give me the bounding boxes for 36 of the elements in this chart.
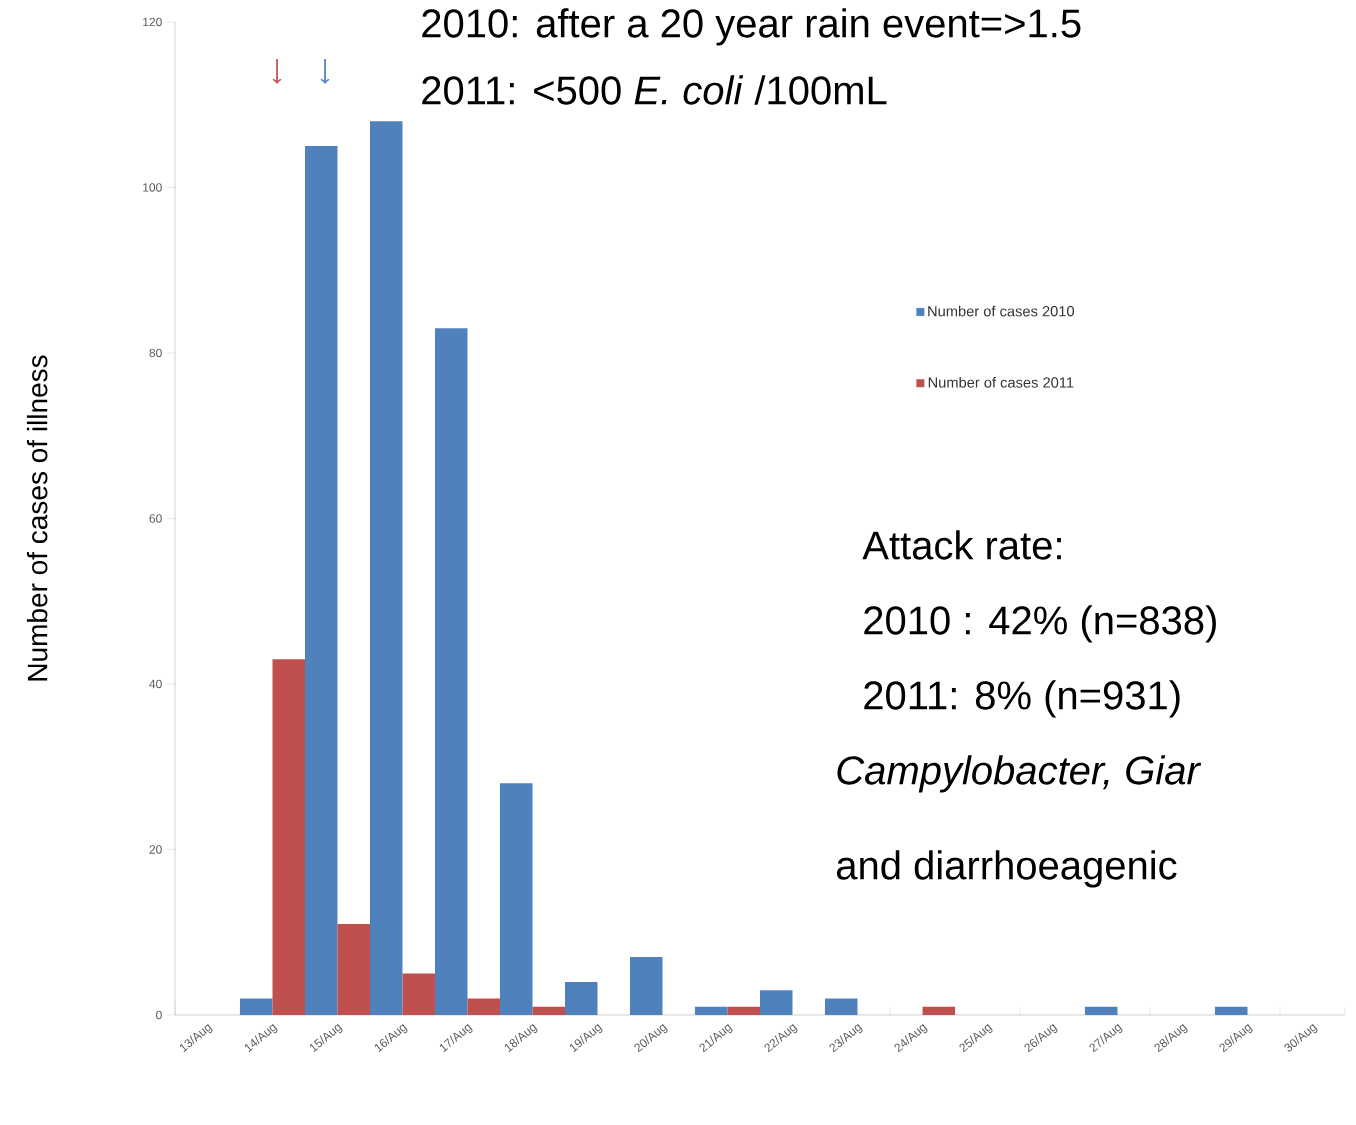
- y-tick-label: 40: [149, 679, 162, 689]
- bar: [240, 998, 273, 1015]
- annotation: 2010 : 42% (n=838): [864, 605, 1216, 643]
- y-axis-title: Number of cases of illness: [26, 355, 48, 681]
- bar: [630, 957, 663, 1015]
- legend-label: Number of cases 2011: [928, 376, 1074, 388]
- bar: [532, 1006, 566, 1015]
- y-tick-label: 60: [149, 514, 162, 523]
- y-tick-label: 20: [149, 845, 162, 854]
- bar: [402, 973, 436, 1015]
- bar: [500, 783, 533, 1015]
- bar: [922, 1006, 956, 1015]
- bar: [435, 328, 468, 1015]
- legend-label: Number of cases 2010: [928, 305, 1074, 317]
- annotation: 2011: 8% (n=931): [864, 680, 1180, 718]
- bar: [1085, 1006, 1118, 1015]
- annotation: 2010: after a 20 year rain event=>1.5: [422, 8, 1081, 46]
- bar: [565, 981, 598, 1015]
- annotation: Attack rate:: [862, 530, 1061, 560]
- bar: [1215, 1006, 1248, 1015]
- annotation: Campylobacter, Giar: [837, 755, 1202, 793]
- bar: [825, 998, 858, 1015]
- y-tick-label: 0: [156, 1010, 162, 1020]
- bar: [337, 923, 370, 1015]
- bar: [272, 659, 306, 1015]
- bar: [467, 998, 500, 1015]
- bar: [695, 1006, 728, 1015]
- bar: [760, 990, 793, 1015]
- y-tick-label: 80: [149, 348, 162, 358]
- bar: [305, 146, 338, 1015]
- annotation: and diarrhoeagenic: [836, 850, 1177, 888]
- y-tick-label: 100: [143, 183, 162, 192]
- y-tick-label: 120: [143, 17, 162, 27]
- annotation: 2011: <500 E. coli /100mL: [422, 75, 887, 105]
- bar: [370, 121, 403, 1015]
- bar: [727, 1006, 761, 1015]
